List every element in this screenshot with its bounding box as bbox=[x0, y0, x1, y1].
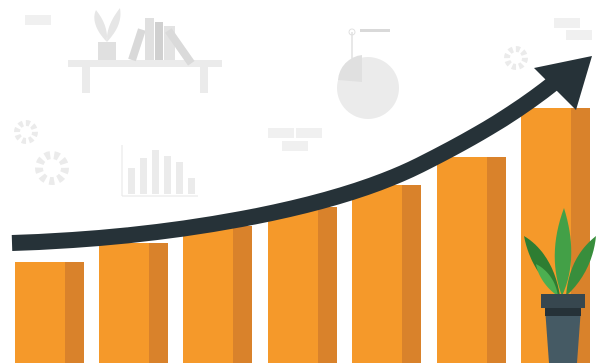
deco-pie-slice bbox=[338, 55, 362, 82]
bar bbox=[268, 207, 337, 363]
bars bbox=[15, 108, 590, 363]
deco-brick bbox=[25, 15, 51, 25]
pot-shadow bbox=[545, 308, 581, 316]
potted-plant bbox=[524, 208, 596, 363]
deco-line bbox=[360, 29, 390, 32]
book bbox=[155, 22, 163, 60]
bar bbox=[99, 243, 168, 363]
deco-brick bbox=[282, 141, 308, 151]
book bbox=[164, 26, 175, 60]
shelf-pot bbox=[98, 42, 116, 60]
deco-gear bbox=[504, 46, 528, 70]
leaf bbox=[536, 264, 558, 296]
deco-gear bbox=[35, 151, 69, 185]
leaf bbox=[554, 208, 572, 296]
bar bbox=[437, 157, 506, 363]
bar bbox=[352, 185, 421, 363]
deco-brick bbox=[268, 128, 294, 138]
book bbox=[165, 28, 195, 66]
shelf-bracket bbox=[82, 67, 90, 93]
deco-gear bbox=[14, 120, 38, 144]
arrow-shaft bbox=[11, 75, 560, 251]
book bbox=[128, 28, 146, 62]
deco-brick bbox=[296, 128, 322, 138]
shelf-bracket bbox=[200, 67, 208, 93]
deco-brick bbox=[554, 18, 580, 28]
trend-arrow bbox=[11, 56, 592, 251]
pot-rim bbox=[541, 294, 585, 308]
background-decor bbox=[14, 8, 592, 197]
shelf bbox=[68, 60, 222, 67]
shelf-plant bbox=[94, 8, 121, 42]
deco-brick bbox=[566, 30, 592, 40]
leaf bbox=[566, 236, 596, 296]
deco-dot bbox=[348, 28, 356, 36]
bar bbox=[183, 226, 252, 363]
bar bbox=[15, 262, 84, 363]
pot bbox=[545, 308, 581, 363]
arrow-head bbox=[534, 56, 592, 110]
book bbox=[145, 18, 154, 60]
deco-mini-chart bbox=[128, 150, 195, 194]
